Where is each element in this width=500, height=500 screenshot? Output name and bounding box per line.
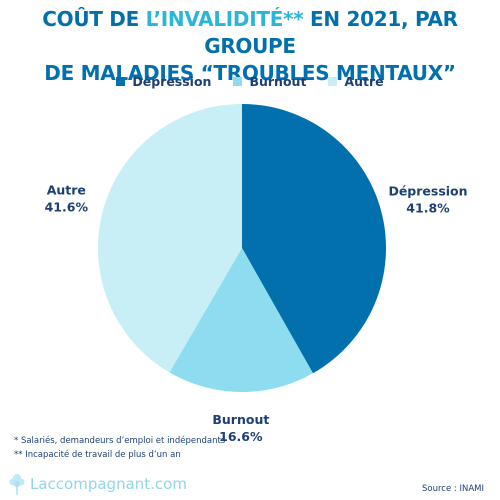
title-part-2: EN 2021, PAR GROUPE (204, 7, 458, 58)
pie-slice-depression (242, 104, 386, 374)
chart-title: COÛT DE L’INVALIDITÉ** EN 2021, PAR GROU… (0, 6, 500, 87)
tree-icon (9, 474, 25, 495)
footnote-2: ** Incapacité de travail de plus d’un an (14, 450, 181, 460)
slice-label: Burnout (212, 412, 269, 427)
chart-title-line-2: DE MALADIES “TROUBLES MENTAUX” (44, 61, 456, 85)
slice-value-label: 16.6% (219, 429, 263, 444)
footnotes: * Salariés, demandeurs d’emploi et indép… (14, 434, 225, 462)
pie-slice-autre (97, 104, 242, 373)
legend-label: Dépression (132, 74, 212, 89)
slice-value-label: 41.8% (406, 201, 450, 216)
legend-item-burnout: Burnout (233, 74, 306, 89)
legend-label: Burnout (249, 74, 307, 89)
title-part-1: COÛT DE (42, 7, 146, 31)
title-highlight: L’INVALIDITÉ** (145, 7, 304, 31)
brand: Laccompagnant.com (8, 472, 187, 496)
slice-value-label: 41.6% (45, 200, 89, 215)
slice-label: Dépression (388, 184, 467, 199)
legend-item-depression: Dépression (116, 74, 211, 89)
chart-title-line-1: COÛT DE L’INVALIDITÉ** EN 2021, PAR GROU… (0, 6, 500, 60)
pie-slice-burnout (169, 248, 313, 392)
brand-name: Laccompagnant.com (30, 475, 187, 493)
legend-swatch (116, 77, 126, 86)
source-note: Source : INAMI (422, 484, 484, 494)
legend-swatch (233, 77, 243, 86)
footnote-1: * Salariés, demandeurs d’emploi et indép… (14, 436, 226, 446)
legend-swatch (328, 77, 338, 86)
slice-label: Autre (47, 183, 86, 198)
chart-legend: Dépression Burnout Autre (0, 74, 500, 89)
legend-label: Autre (344, 74, 384, 89)
legend-item-autre: Autre (328, 74, 384, 89)
